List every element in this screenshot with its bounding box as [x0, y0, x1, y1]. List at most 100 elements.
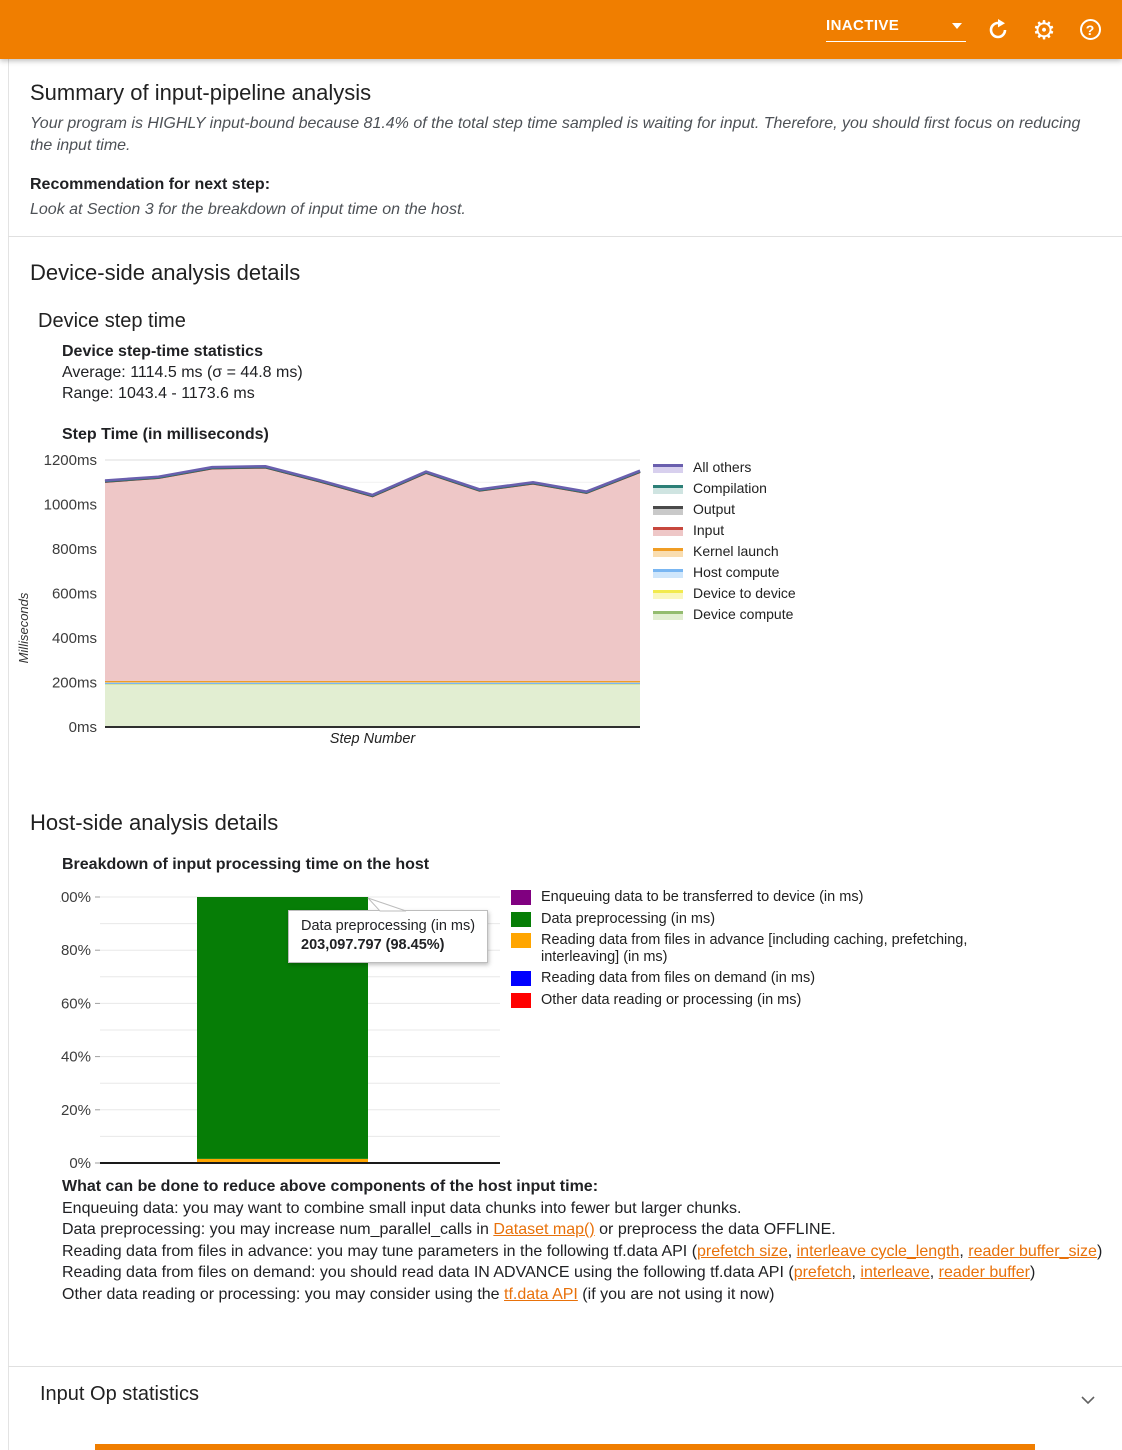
legend-swatch-icon: [511, 992, 531, 1008]
legend-label: Input: [693, 521, 725, 538]
gear-icon: ⚙: [1032, 14, 1056, 45]
legend-item: Input: [653, 519, 796, 540]
doc-link[interactable]: prefetch size: [697, 1242, 788, 1260]
legend-swatch-icon: [653, 481, 683, 494]
doc-link[interactable]: prefetch: [793, 1264, 852, 1281]
chart-tooltip: Data preprocessing (in ms) 203,097.797 (…: [288, 910, 489, 963]
device-step-time-title: Device step time: [38, 310, 186, 332]
recommendation-text: Look at Section 3 for the breakdown of i…: [30, 201, 466, 218]
refresh-button[interactable]: [984, 16, 1012, 44]
svg-text:Milliseconds: Milliseconds: [16, 592, 31, 663]
svg-text:60%: 60%: [61, 995, 91, 1012]
capture-status-dropdown[interactable]: INACTIVE: [826, 17, 966, 42]
legend-swatch-icon: [511, 911, 531, 927]
svg-text:20%: 20%: [61, 1102, 91, 1119]
legend-item: Enqueuing data to be transferred to devi…: [511, 889, 1111, 906]
legend-label: Output: [693, 500, 736, 517]
legend-swatch-icon: [653, 460, 683, 473]
svg-text:0ms: 0ms: [69, 719, 97, 736]
step-time-area-chart[interactable]: 0ms 200ms 400ms 600ms 800ms 1000ms 1200ms Step …: [10, 450, 656, 750]
advice-text: ,: [851, 1264, 861, 1281]
help-button[interactable]: ?: [1076, 16, 1104, 44]
legend-item: Other data reading or processing (in ms): [511, 992, 1111, 1009]
host-input-advice: What can be done to reduce above compone…: [62, 1176, 1106, 1305]
legend-label: Device to device: [693, 584, 796, 601]
svg-text:400ms: 400ms: [52, 630, 97, 647]
advice-title: What can be done to reduce above compone…: [62, 1178, 599, 1195]
svg-text:1000ms: 1000ms: [44, 497, 97, 514]
advice-text: or preprocess the data OFFLINE.: [594, 1221, 836, 1238]
doc-link[interactable]: interleave: [860, 1264, 930, 1281]
svg-text:600ms: 600ms: [52, 586, 97, 603]
legend-item: Kernel launch: [653, 540, 796, 561]
legend-swatch-icon: [653, 544, 683, 557]
device-side-title: Device-side analysis details: [30, 260, 301, 285]
legend-label: Enqueuing data to be transferred to devi…: [541, 889, 864, 905]
advice-line: Reading data from files in advance: you …: [62, 1241, 1106, 1263]
legend-label: All others: [693, 458, 752, 475]
advice-line: Reading data from files on demand: you s…: [62, 1262, 1106, 1284]
doc-link[interactable]: reader buffer_size: [968, 1242, 1097, 1260]
doc-link[interactable]: Dataset map(): [493, 1221, 595, 1238]
step-time-chart-title: Step Time (in milliseconds): [62, 426, 269, 443]
chevron-down-icon: [952, 22, 962, 29]
svg-text:100%: 100%: [60, 889, 91, 906]
svg-text:0%: 0%: [69, 1155, 91, 1172]
legend-swatch-icon: [511, 890, 531, 905]
next-section-accent-bar: [95, 1444, 1035, 1450]
legend-swatch-icon: [653, 565, 683, 578]
legend-swatch-icon: [511, 971, 531, 986]
host-breakdown-chart-legend: Enqueuing data to be transferred to devi…: [511, 889, 1111, 1013]
legend-label: Compilation: [693, 479, 767, 496]
recommendation-label: Recommendation for next step:: [30, 176, 271, 193]
svg-text:80%: 80%: [61, 942, 91, 959]
legend-label: Device compute: [693, 605, 794, 622]
svg-text:1200ms: 1200ms: [44, 452, 97, 469]
refresh-icon: [989, 18, 1007, 38]
tooltip-series-name: Data preprocessing (in ms): [301, 918, 476, 934]
device-step-range: Range: 1043.4 - 1173.6 ms: [62, 385, 255, 402]
legend-label: Reading data from files in advance [incl…: [541, 932, 968, 965]
host-side-title: Host-side analysis details: [30, 810, 279, 835]
section-divider: [8, 236, 1122, 237]
advice-line: Data preprocessing: you may increase num…: [62, 1219, 1106, 1241]
legend-swatch-icon: [653, 523, 683, 536]
capture-status-label: INACTIVE: [826, 17, 900, 34]
doc-link[interactable]: interleave cycle_length: [796, 1242, 960, 1260]
svg-text:Step Number: Step Number: [330, 731, 417, 747]
legend-item: All others: [653, 456, 796, 477]
advice-text: ): [1029, 1264, 1036, 1281]
legend-item: Output: [653, 498, 796, 519]
legend-swatch-icon: [653, 502, 683, 515]
advice-text: Data preprocessing: you may increase num…: [62, 1221, 494, 1238]
advice-text: Reading data from files in advance: you …: [62, 1242, 698, 1260]
legend-label: Kernel launch: [693, 542, 779, 559]
advice-text: Reading data from files on demand: you s…: [62, 1264, 794, 1281]
advice-text: ): [1096, 1242, 1103, 1260]
svg-text:40%: 40%: [61, 1049, 91, 1066]
doc-link[interactable]: reader buffer: [938, 1264, 1030, 1281]
legend-label: Data preprocessing (in ms): [541, 910, 716, 927]
legend-label: Other data reading or processing (in ms): [541, 991, 802, 1008]
expand-section-button[interactable]: [1080, 1392, 1096, 1410]
device-step-average: Average: 1114.5 ms (σ = 44.8 ms): [62, 364, 303, 381]
settings-button[interactable]: ⚙: [1030, 16, 1058, 44]
legend-label: Reading data from files on demand (in ms…: [541, 970, 816, 986]
app-header-bar: INACTIVE ⚙ ?: [0, 0, 1122, 59]
advice-line: Other data reading or processing: you ma…: [62, 1284, 1106, 1306]
summary-body: Your program is HIGHLY input-bound becau…: [30, 115, 1081, 154]
summary-title: Summary of input-pipeline analysis: [30, 80, 372, 105]
legend-label: Host compute: [693, 563, 780, 580]
help-icon: ?: [1079, 19, 1101, 40]
step-time-chart-legend: All others Compilation Output Input Kernel l…: [653, 456, 796, 624]
device-step-stats: Device step-time statistics Average: 111…: [62, 341, 303, 404]
legend-swatch-icon: [653, 607, 683, 620]
chevron-down-icon: [1081, 1396, 1095, 1405]
input-op-statistics-title: Input Op statistics: [40, 1383, 199, 1405]
advice-text: ,: [959, 1242, 969, 1260]
advice-line: Enqueuing data: you may want to combine …: [62, 1198, 1106, 1220]
advice-text: ,: [929, 1264, 939, 1281]
doc-link[interactable]: tf.data API: [504, 1285, 578, 1303]
section-divider-2: [8, 1366, 1122, 1367]
advice-text: Enqueuing data: you may want to combine …: [62, 1199, 742, 1217]
